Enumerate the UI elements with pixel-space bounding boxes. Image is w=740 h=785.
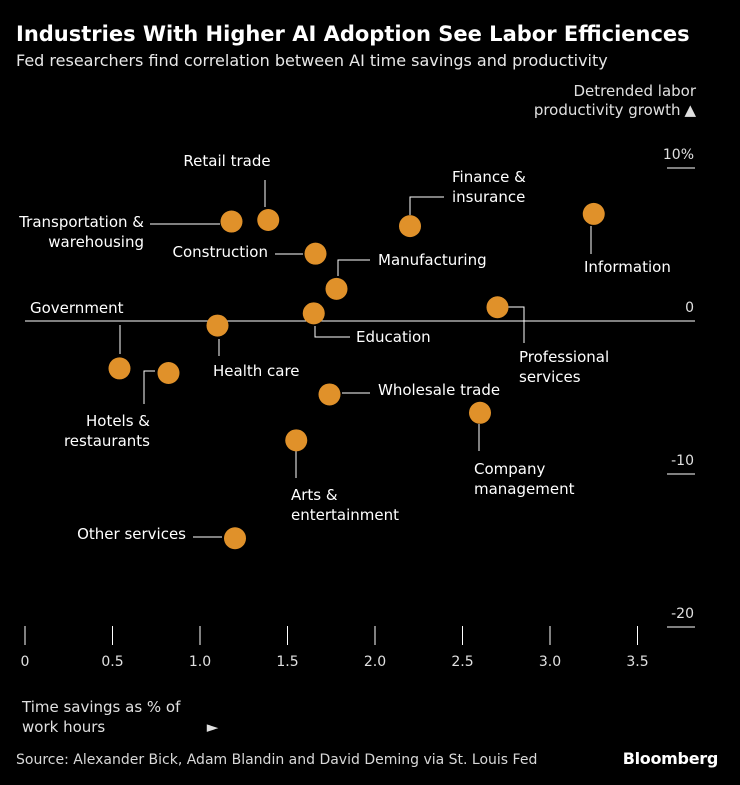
data-point-retail-trade (257, 209, 280, 232)
point-label-finance-insurance: Finance & insurance (452, 168, 526, 206)
point-label-line: restaurants (64, 432, 150, 450)
data-point-company-management (469, 401, 491, 424)
data-point-finance-insurance (399, 215, 421, 238)
right-triangle-icon: ► (206, 718, 219, 736)
point-label-line: Company (474, 460, 545, 478)
chart-title: Industries With Higher AI Adoption See L… (16, 22, 690, 46)
point-label-line: Professional (519, 348, 609, 366)
x-tick-label: 0.5 (101, 654, 123, 670)
point-label-transportation-warehousing: Transportation & warehousing (18, 213, 144, 251)
point-label-line: Government (30, 299, 124, 317)
point-label-line: Arts & (291, 486, 338, 504)
point-label-line: Transportation & (18, 213, 144, 231)
x-tick-label: 3.0 (539, 654, 561, 670)
y-tick-label: -10 (671, 453, 694, 469)
data-point-hotels-restaurants (157, 362, 180, 385)
point-label-professional-services: Professional services (519, 348, 609, 386)
leader-line-hotels-restaurants (143, 370, 155, 404)
point-label-line: Construction (172, 243, 268, 261)
x-tick-label: 0 (21, 654, 30, 670)
point-label-line: Information (584, 258, 671, 276)
x-tick-label: 1.0 (189, 654, 211, 670)
point-label-line: warehousing (48, 233, 144, 251)
leader-line-professional-services (507, 306, 525, 343)
data-point-arts-entertainment (285, 429, 308, 452)
data-point-other-services (224, 527, 246, 550)
point-label-wholesale-trade: Wholesale trade (378, 381, 500, 399)
y-axis-label: Detrended labor productivity growth ▲ (496, 82, 696, 120)
point-label-line: Health care (213, 362, 300, 380)
data-point-construction (304, 242, 327, 265)
point-label-line: Wholesale trade (378, 381, 500, 399)
leader-line-finance-insurance (409, 196, 444, 215)
point-label-line: management (474, 480, 575, 498)
leader-line-manufacturing (337, 259, 370, 276)
label-layer: Retail trade Transportation & warehousing C… (18, 152, 671, 543)
point-label-line: services (519, 368, 581, 386)
x-tick-label: 2.0 (364, 654, 386, 670)
point-label-hotels-restaurants: Hotels & restaurants (64, 412, 150, 450)
point-label-education: Education (356, 328, 431, 346)
point-label-line: Other services (77, 525, 186, 543)
data-point-professional-services (486, 296, 509, 319)
y-tick-label: 10% (663, 147, 694, 163)
point-label-information: Information (584, 258, 671, 276)
data-point-transportation-warehousing (220, 210, 243, 233)
point-label-line: Education (356, 328, 431, 346)
point-label-line: Manufacturing (378, 251, 487, 269)
x-tick-label: 3.5 (626, 654, 648, 670)
point-label-arts-entertainment: Arts & entertainment (291, 486, 399, 524)
point-label-government: Government (30, 299, 124, 317)
leader-layer (119, 180, 592, 538)
x-tick-label: 1.5 (276, 654, 298, 670)
point-label-line: Finance & (452, 168, 526, 186)
data-point-education (302, 302, 325, 325)
data-point-wholesale-trade (318, 383, 341, 406)
bloomberg-logo: Bloomberg (622, 749, 719, 768)
y-axis-label-text: Detrended labor productivity growth (533, 82, 696, 119)
point-label-company-management: Company management (474, 460, 575, 498)
point-label-retail-trade: Retail trade (183, 152, 270, 170)
chart-subtitle: Fed researchers find correlation between… (16, 51, 608, 70)
point-label-line: Retail trade (183, 152, 270, 170)
point-label-health-care: Health care (213, 362, 300, 380)
point-label-construction: Construction (172, 243, 268, 261)
source-note: Source: Alexander Bick, Adam Blandin and… (16, 752, 538, 768)
data-point-information (582, 202, 605, 225)
data-point-government (108, 357, 131, 380)
data-point-health-care (206, 314, 229, 337)
y-tick-label: 0 (685, 300, 694, 316)
tick-layer: 10% 0 -10 -20 0 0.5 1.0 1.5 2.0 2.5 3.0 3.5 (21, 147, 695, 670)
leader-line-education (314, 326, 350, 338)
x-axis-label-text: Time savings as % of work hours (22, 698, 181, 736)
y-tick-label: -20 (671, 606, 694, 622)
point-label-manufacturing: Manufacturing (378, 251, 487, 269)
data-point-manufacturing (325, 277, 348, 300)
x-tick-label: 2.5 (451, 654, 473, 670)
point-label-line: Hotels & (86, 412, 150, 430)
up-triangle-icon: ▲ (684, 101, 696, 119)
point-layer (108, 202, 605, 550)
x-axis-label: Time savings as % of work hours ► (22, 697, 218, 737)
point-label-other-services: Other services (77, 525, 186, 543)
point-label-line: insurance (452, 188, 525, 206)
point-label-line: entertainment (291, 506, 399, 524)
